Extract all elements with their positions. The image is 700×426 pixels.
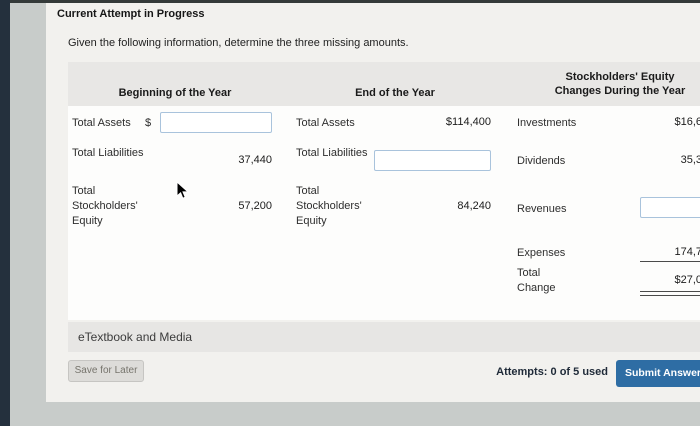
col-header-beginning: Beginning of the Year: [118, 87, 232, 99]
submit-answer-button[interactable]: Submit Answer: [616, 360, 700, 387]
expenses-underline: [640, 261, 700, 262]
beg-total-liabilities-value: 37,440: [238, 154, 272, 166]
save-for-later-button[interactable]: Save for Later: [68, 360, 144, 382]
end-total-assets-value: $114,400: [445, 116, 491, 128]
se-investments-label: Investments: [517, 117, 577, 129]
end-total-liabilities-label: Total Liabilities: [296, 147, 368, 159]
beg-total-se-label: Total Stockholders' Equity: [72, 185, 138, 227]
se-total-change-label: Total Change: [517, 267, 556, 294]
end-total-liabilities-input[interactable]: [374, 150, 491, 171]
beg-total-assets-input[interactable]: [160, 112, 272, 133]
beg-total-se-value: 57,200: [238, 200, 272, 212]
top-dark-edge: [0, 0, 700, 3]
col-header-se-changes: Stockholders' Equity Changes During the …: [520, 70, 700, 98]
se-revenues-label: Revenues: [517, 203, 567, 215]
end-total-se-label: Total Stockholders' Equity: [296, 185, 362, 227]
etextbook-section[interactable]: eTextbook and Media: [68, 322, 700, 352]
sidebar-edge: [0, 0, 10, 426]
end-total-assets-label: Total Assets: [296, 117, 355, 129]
se-header-line2: Changes During the Year: [554, 85, 686, 97]
attempt-status-title: Current Attempt in Progress: [57, 8, 205, 20]
mouse-cursor-icon: [176, 181, 190, 199]
se-dividends-value: 35,3: [680, 154, 700, 166]
se-investments-value: $16,6: [674, 116, 700, 128]
se-total-change-value: $27,0: [674, 274, 700, 286]
end-total-se-value: 84,240: [457, 200, 491, 212]
se-expenses-label: Expenses: [517, 247, 566, 259]
beg-total-liabilities-label: Total Liabilities: [72, 147, 144, 159]
question-instruction: Given the following information, determi…: [68, 37, 409, 49]
se-revenues-input[interactable]: [640, 197, 700, 218]
beg-total-assets-currency: $: [145, 117, 152, 129]
accounting-table: Beginning of the Year End of the Year St…: [68, 62, 700, 320]
beg-total-assets-label: Total Assets: [72, 117, 131, 129]
table-header-band: [68, 62, 700, 106]
etextbook-label: eTextbook and Media: [78, 330, 193, 344]
se-header-line1: Stockholders' Equity: [565, 71, 675, 83]
attempts-counter: Attempts: 0 of 5 used: [496, 366, 608, 378]
total-change-double-rule: [640, 291, 700, 296]
se-dividends-label: Dividends: [517, 155, 566, 167]
col-header-end: End of the Year: [355, 87, 435, 99]
se-expenses-value: 174,7: [674, 246, 700, 258]
